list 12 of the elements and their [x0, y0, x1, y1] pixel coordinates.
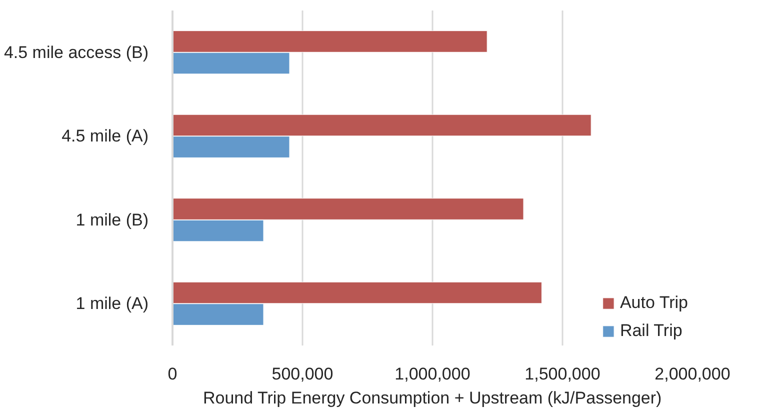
y-tick-label: 1 mile (A) [76, 294, 149, 314]
x-tick-label: 1,000,000 [394, 364, 470, 384]
x-tick-label: 0 [168, 364, 178, 384]
x-tick-label: 1,500,000 [524, 364, 600, 384]
x-axis-title: Round Trip Energy Consumption + Upstream (kJ/Passenger) [202, 388, 662, 408]
x-tick-label: 2,000,000 [654, 364, 730, 384]
y-tick-label: 1 mile (B) [76, 210, 149, 230]
y-tick-label: 4.5 mile access (B) [4, 42, 149, 62]
legend-label: Auto Trip [620, 293, 688, 313]
y-tick-label: 4.5 mile (A) [62, 126, 149, 146]
legend-label: Rail Trip [620, 321, 682, 341]
x-tick-label: 500,000 [272, 364, 334, 384]
